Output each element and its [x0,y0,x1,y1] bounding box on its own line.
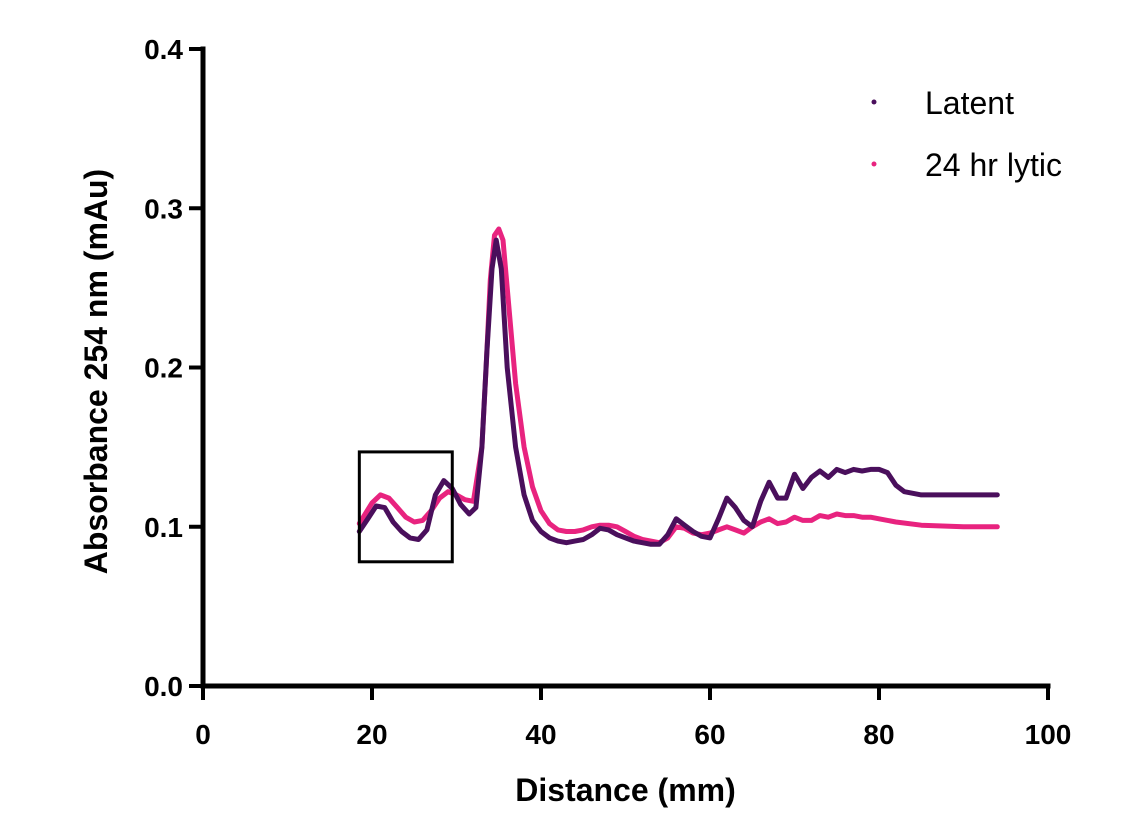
axes [200,46,1051,689]
series-latent [356,237,1000,547]
series-layer [356,226,1000,547]
y-axis-title: Absorbance 254 nm (mAu) [78,169,114,574]
legend-marker-latent [871,99,877,105]
y-tick-label: 0.2 [144,353,183,384]
y-tick-label: 0.3 [144,193,183,224]
y-tick-label: 0.1 [144,512,183,543]
y-tick-label: 0.0 [144,671,183,702]
x-tick-label: 0 [195,719,211,750]
highlight-box [357,450,454,564]
x-tick-label: 100 [1025,719,1072,750]
x-tick-label: 80 [863,719,894,750]
x-axis-title: Distance (mm) [515,772,736,808]
legend: Latent 24 hr lytic [871,85,1062,183]
legend-marker-24hr-lytic [871,161,877,167]
legend-label-24hr-lytic: 24 hr lytic [925,147,1062,183]
ticks: 0.0 0.1 0.2 0.3 0.4 0 20 40 60 80 100 [144,34,1071,750]
x-tick-label: 60 [694,719,725,750]
x-tick-label: 20 [356,719,387,750]
legend-label-latent: Latent [925,85,1014,121]
x-tick-label: 40 [525,719,556,750]
y-tick-label: 0.4 [144,34,183,65]
